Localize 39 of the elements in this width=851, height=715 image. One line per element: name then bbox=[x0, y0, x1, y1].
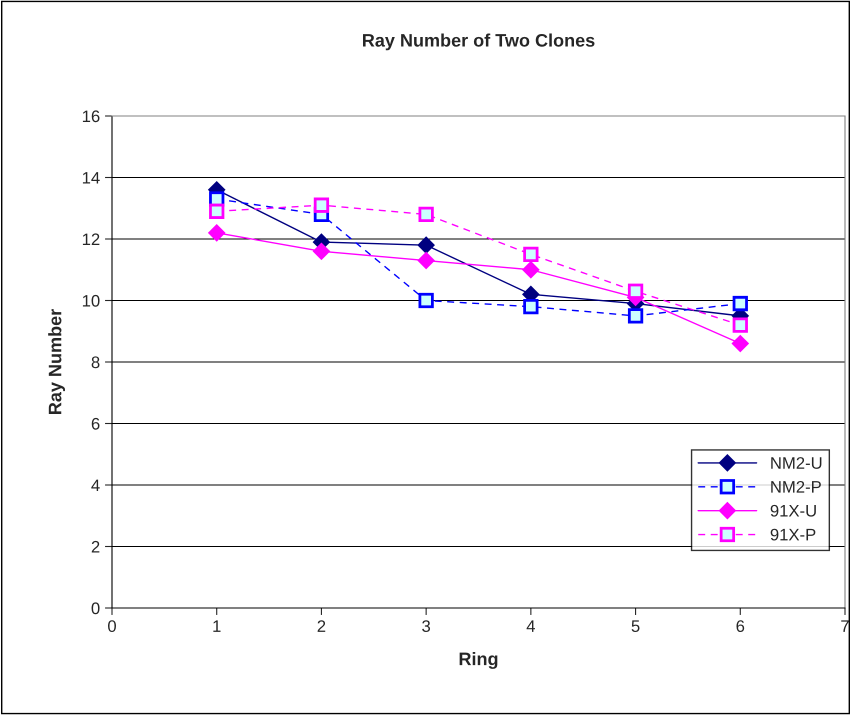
point bbox=[418, 252, 435, 270]
point bbox=[208, 224, 226, 242]
y-axis-title: Ray Number bbox=[48, 309, 65, 414]
point bbox=[522, 261, 540, 278]
y-tick-label: 10 bbox=[82, 294, 100, 307]
x-tick-label: 5 bbox=[632, 620, 640, 632]
point bbox=[418, 236, 435, 254]
point bbox=[628, 308, 644, 324]
y-tick-label: 14 bbox=[82, 172, 100, 184]
x-tick-label: 4 bbox=[526, 620, 536, 632]
x-tick-label: 2 bbox=[318, 620, 326, 632]
y-tick-label: 8 bbox=[92, 356, 100, 368]
point bbox=[312, 242, 330, 260]
legend-label: NM2-P bbox=[771, 480, 821, 493]
x-tick-label: 1 bbox=[213, 620, 221, 632]
point bbox=[209, 204, 224, 219]
point bbox=[732, 335, 749, 352]
y-tick-label: 0 bbox=[92, 602, 100, 614]
legend-label: 91X-U bbox=[770, 504, 816, 517]
x-tick-label: 6 bbox=[736, 620, 744, 632]
point bbox=[314, 198, 330, 213]
x-tick-label: 3 bbox=[422, 620, 430, 632]
point bbox=[418, 292, 434, 308]
x-axis-title: Ring bbox=[460, 652, 498, 669]
y-tick-label: 2 bbox=[92, 540, 100, 553]
point bbox=[523, 299, 538, 314]
point bbox=[628, 284, 644, 299]
chart-title: Ray Number of Two Clones bbox=[363, 33, 594, 50]
x-tick-label: 0 bbox=[108, 620, 116, 632]
point bbox=[418, 206, 434, 222]
legend-label: NM2-U bbox=[771, 457, 822, 469]
legend-label: 91X-P bbox=[770, 528, 816, 541]
y-tick-label: 16 bbox=[82, 110, 100, 122]
y-tick-label: 6 bbox=[92, 418, 100, 430]
point bbox=[732, 317, 748, 333]
y-tick-label: 4 bbox=[91, 480, 100, 492]
y-tick-label: 12 bbox=[82, 233, 100, 246]
point bbox=[523, 246, 538, 262]
point bbox=[732, 296, 748, 312]
